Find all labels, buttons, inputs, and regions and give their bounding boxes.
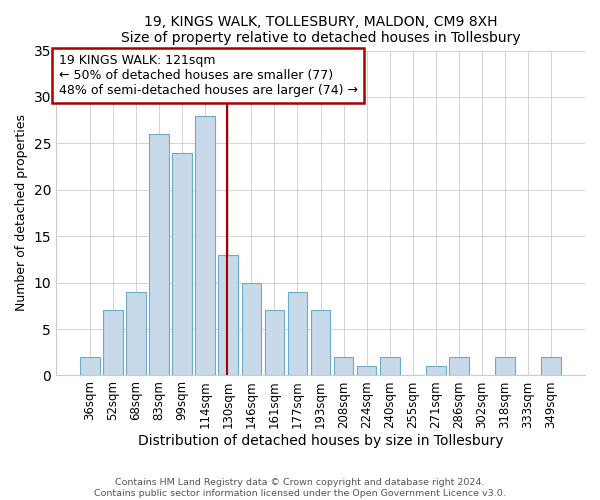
Bar <box>287 292 307 376</box>
Bar <box>495 357 515 376</box>
Bar <box>103 310 123 376</box>
Bar <box>126 292 146 376</box>
Y-axis label: Number of detached properties: Number of detached properties <box>15 114 28 312</box>
Bar <box>541 357 561 376</box>
Bar <box>334 357 353 376</box>
Bar <box>265 310 284 376</box>
X-axis label: Distribution of detached houses by size in Tollesbury: Distribution of detached houses by size … <box>138 434 503 448</box>
Bar <box>196 116 215 376</box>
Bar <box>380 357 400 376</box>
Bar <box>218 255 238 376</box>
Bar <box>242 282 261 376</box>
Bar <box>80 357 100 376</box>
Text: Contains HM Land Registry data © Crown copyright and database right 2024.
Contai: Contains HM Land Registry data © Crown c… <box>94 478 506 498</box>
Bar <box>449 357 469 376</box>
Bar <box>172 152 192 376</box>
Bar <box>149 134 169 376</box>
Title: 19, KINGS WALK, TOLLESBURY, MALDON, CM9 8XH
Size of property relative to detache: 19, KINGS WALK, TOLLESBURY, MALDON, CM9 … <box>121 15 520 45</box>
Bar <box>357 366 376 376</box>
Bar <box>311 310 331 376</box>
Bar <box>426 366 446 376</box>
Text: 19 KINGS WALK: 121sqm
← 50% of detached houses are smaller (77)
48% of semi-deta: 19 KINGS WALK: 121sqm ← 50% of detached … <box>59 54 358 97</box>
